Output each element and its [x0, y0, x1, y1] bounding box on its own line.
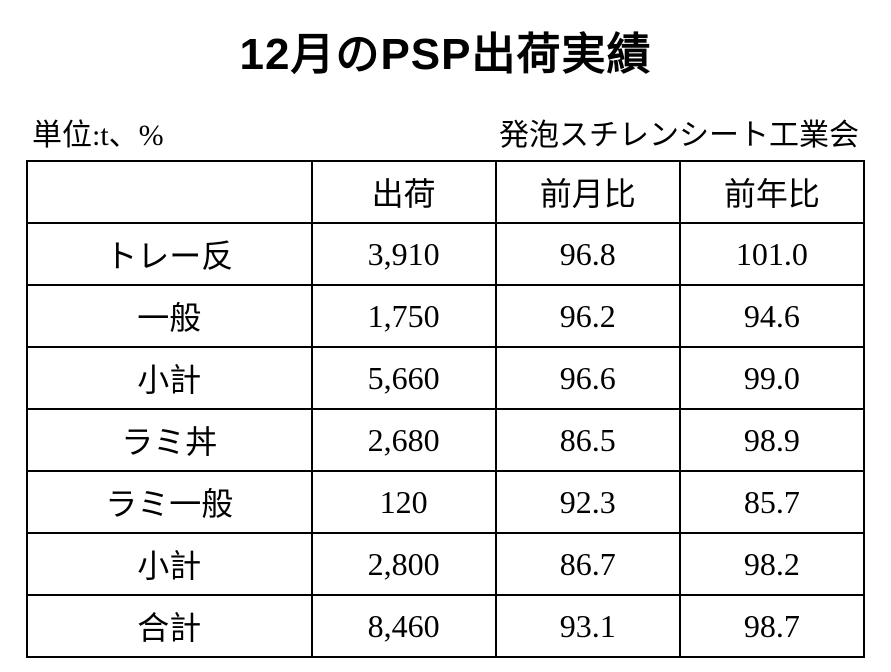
cell-value: 86.7: [496, 533, 680, 595]
source-label: 発泡スチレンシート工業会: [499, 110, 859, 154]
table-row: ラミ丼2,68086.598.9: [27, 409, 864, 471]
cell-value: 99.0: [680, 347, 864, 409]
col-header-yoy: 前年比: [680, 161, 864, 223]
row-label: ラミ一般: [27, 471, 312, 533]
cell-value: 94.6: [680, 285, 864, 347]
cell-value: 85.7: [680, 471, 864, 533]
cell-value: 86.5: [496, 409, 680, 471]
table-row: 小計5,66096.699.0: [27, 347, 864, 409]
cell-value: 96.8: [496, 223, 680, 285]
table-row: 一般1,75096.294.6: [27, 285, 864, 347]
col-header-blank: [27, 161, 312, 223]
table-body: トレー反3,91096.8101.0一般1,75096.294.6小計5,660…: [27, 223, 864, 657]
cell-value: 93.1: [496, 595, 680, 657]
cell-value: 2,680: [312, 409, 496, 471]
cell-value: 101.0: [680, 223, 864, 285]
cell-value: 2,800: [312, 533, 496, 595]
cell-value: 98.7: [680, 595, 864, 657]
cell-value: 96.6: [496, 347, 680, 409]
col-header-mom: 前月比: [496, 161, 680, 223]
cell-value: 120: [312, 471, 496, 533]
cell-value: 92.3: [496, 471, 680, 533]
cell-value: 5,660: [312, 347, 496, 409]
table-header-row: 出荷 前月比 前年比: [27, 161, 864, 223]
row-label: トレー反: [27, 223, 312, 285]
unit-label: 単位:t、%: [32, 110, 164, 154]
col-header-shipment: 出荷: [312, 161, 496, 223]
table-row: 小計2,80086.798.2: [27, 533, 864, 595]
cell-value: 1,750: [312, 285, 496, 347]
page-title: 12月のPSP出荷実績: [26, 18, 865, 82]
cell-value: 8,460: [312, 595, 496, 657]
row-label: 一般: [27, 285, 312, 347]
cell-value: 98.9: [680, 409, 864, 471]
row-label: 小計: [27, 533, 312, 595]
table-row: 合計8,46093.198.7: [27, 595, 864, 657]
table-row: トレー反3,91096.8101.0: [27, 223, 864, 285]
row-label: ラミ丼: [27, 409, 312, 471]
cell-value: 96.2: [496, 285, 680, 347]
table-row: ラミ一般12092.385.7: [27, 471, 864, 533]
cell-value: 3,910: [312, 223, 496, 285]
row-label: 小計: [27, 347, 312, 409]
row-label: 合計: [27, 595, 312, 657]
psp-shipment-table: 出荷 前月比 前年比 トレー反3,91096.8101.0一般1,75096.2…: [26, 160, 865, 658]
cell-value: 98.2: [680, 533, 864, 595]
